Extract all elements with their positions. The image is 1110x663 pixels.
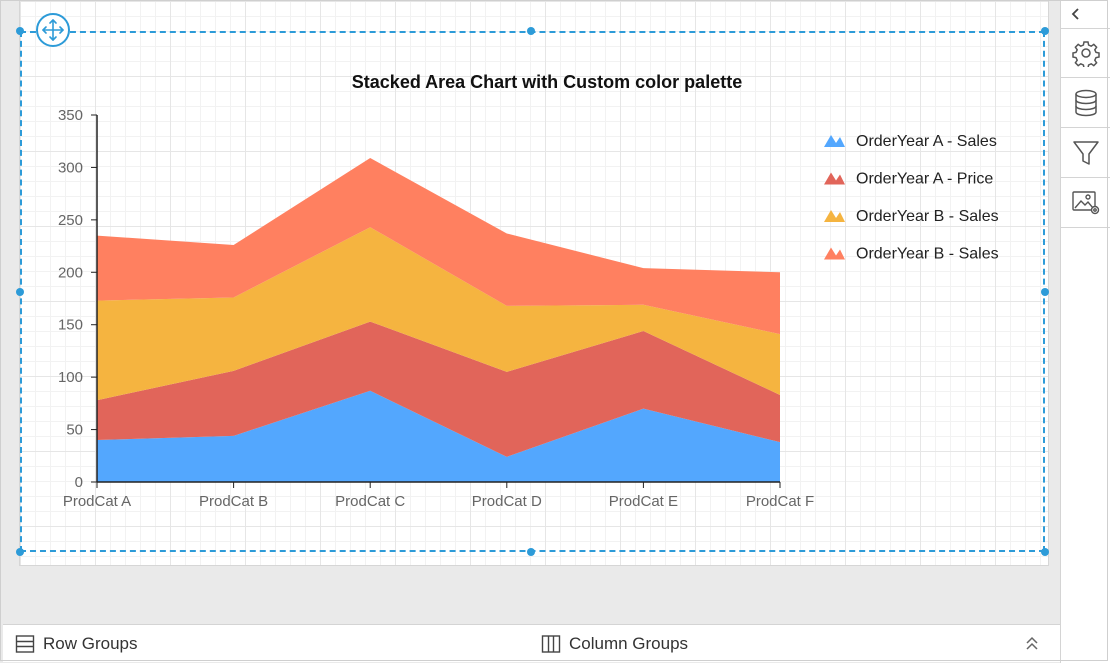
- image-properties-button[interactable]: [1061, 178, 1110, 228]
- resize-handle-top-left[interactable]: [16, 27, 24, 35]
- x-tick-label: ProdCat C: [335, 493, 405, 510]
- area-series-2[interactable]: [97, 227, 780, 401]
- x-tick-label: ProdCat A: [63, 493, 131, 510]
- expand-groups-button[interactable]: [1022, 634, 1042, 654]
- image-settings-icon: [1071, 190, 1099, 214]
- resize-handle-bottom[interactable]: [527, 548, 535, 556]
- collapse-panel-button[interactable]: [1061, 0, 1091, 28]
- legend-area-icon: [824, 172, 845, 185]
- x-tick-label: ProdCat B: [199, 493, 268, 510]
- y-tick-label: 0: [75, 474, 83, 491]
- row-groups-button[interactable]: Row Groups: [15, 625, 137, 663]
- settings-button[interactable]: [1061, 28, 1110, 78]
- resize-handle-bottom-left[interactable]: [16, 548, 24, 556]
- y-tick-label: 150: [58, 317, 83, 334]
- y-tick-label: 250: [58, 212, 83, 229]
- row-groups-icon: [15, 635, 35, 653]
- double-chevron-up-icon: [1026, 636, 1038, 650]
- chart-title: Stacked Area Chart with Custom color pal…: [352, 72, 742, 92]
- move-icon: [42, 19, 64, 41]
- area-series-0[interactable]: [97, 390, 780, 482]
- legend-item[interactable]: OrderYear A - Sales: [824, 133, 997, 150]
- stacked-area-chart[interactable]: Stacked Area Chart with Custom color pal…: [0, 0, 1060, 566]
- legend-item[interactable]: OrderYear B - Sales: [824, 246, 999, 263]
- legend-area-icon: [824, 247, 845, 260]
- legend-item[interactable]: OrderYear B - Sales: [824, 208, 999, 225]
- column-groups-icon: [541, 635, 561, 653]
- move-handle[interactable]: [36, 13, 70, 47]
- legend-label: OrderYear A - Price: [856, 171, 993, 188]
- legend-area-icon: [824, 135, 845, 147]
- gear-icon: [1071, 41, 1100, 67]
- database-icon: [1074, 89, 1097, 116]
- y-tick-label: 350: [58, 107, 83, 124]
- resize-handle-top-right[interactable]: [1041, 27, 1049, 35]
- legend-label: OrderYear B - Sales: [856, 208, 999, 225]
- resize-handle-bottom-right[interactable]: [1041, 548, 1049, 556]
- resize-handle-right[interactable]: [1041, 288, 1049, 296]
- chevron-left-icon: [1071, 8, 1079, 20]
- resize-handle-left[interactable]: [16, 288, 24, 296]
- y-tick-label: 100: [58, 369, 83, 386]
- legend-label: OrderYear B - Sales: [856, 246, 999, 263]
- right-toolbar: [1060, 0, 1110, 663]
- x-tick-label: ProdCat E: [609, 493, 678, 510]
- data-source-button[interactable]: [1061, 78, 1110, 128]
- area-series-1[interactable]: [97, 321, 780, 457]
- y-tick-label: 50: [66, 422, 83, 439]
- legend-area-icon: [824, 210, 845, 222]
- x-tick-label: ProdCat F: [746, 493, 814, 510]
- area-series-3[interactable]: [97, 157, 780, 335]
- report-canvas: Stacked Area Chart with Custom color pal…: [0, 0, 1060, 566]
- resize-handle-top[interactable]: [527, 27, 535, 35]
- row-groups-label: Row Groups: [43, 634, 138, 653]
- filter-button[interactable]: [1061, 128, 1110, 178]
- y-tick-label: 300: [58, 159, 83, 176]
- x-tick-label: ProdCat D: [472, 493, 542, 510]
- y-tick-label: 200: [58, 264, 83, 281]
- chart-selection-box[interactable]: [20, 31, 1045, 552]
- bottom-grouping-bar: Row Groups Column Groups: [3, 624, 1060, 662]
- filter-icon: [1072, 140, 1099, 165]
- column-groups-button[interactable]: Column Groups: [541, 625, 688, 663]
- legend-label: OrderYear A - Sales: [856, 133, 997, 150]
- legend-item[interactable]: OrderYear A - Price: [824, 171, 993, 188]
- column-groups-label: Column Groups: [569, 634, 689, 653]
